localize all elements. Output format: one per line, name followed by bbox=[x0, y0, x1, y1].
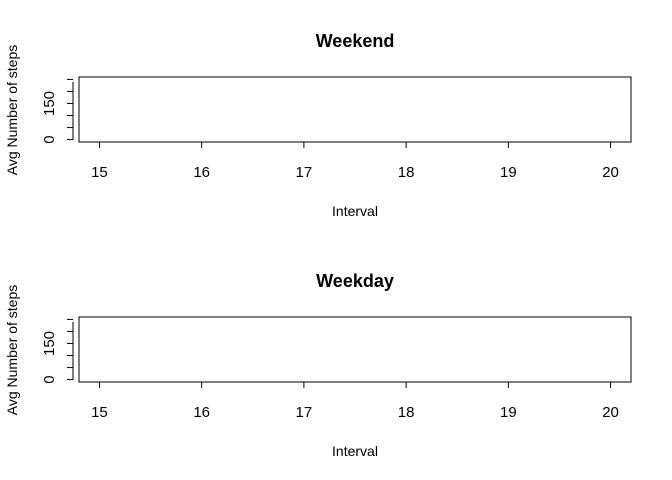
x-ticks: 15 16 17 18 19 20 bbox=[91, 142, 619, 181]
x-tick-label: 18 bbox=[398, 404, 415, 421]
y-ticks: 0 150 bbox=[41, 78, 73, 144]
y-tick-label: 0 bbox=[41, 375, 58, 383]
x-tick-label: 18 bbox=[398, 164, 415, 181]
panel-weekday: Weekday 15 16 17 18 19 20 0 150 Interval Avg N… bbox=[4, 271, 632, 459]
y-axis: 0 150 bbox=[41, 78, 74, 144]
plot-box bbox=[78, 76, 632, 143]
x-axis-label: Interval bbox=[332, 443, 378, 459]
y-tick-label: 150 bbox=[41, 331, 58, 356]
x-axis: 15 16 17 18 19 20 bbox=[91, 141, 619, 181]
x-axis: 15 16 17 18 19 20 bbox=[91, 381, 619, 421]
x-tick-label: 16 bbox=[193, 164, 210, 181]
panel-title: Weekend bbox=[316, 31, 395, 51]
x-ticks: 15 16 17 18 19 20 bbox=[91, 382, 619, 421]
x-tick-label: 15 bbox=[91, 404, 108, 421]
panel-weekend: Weekend 15 16 17 18 19 20 0 150 Interval Avg N… bbox=[4, 31, 632, 219]
y-tick-label: 0 bbox=[41, 135, 58, 143]
x-tick-label: 19 bbox=[500, 404, 517, 421]
y-ticks: 0 150 bbox=[41, 318, 73, 384]
x-tick-label: 20 bbox=[602, 404, 619, 421]
panel-title: Weekday bbox=[316, 271, 394, 291]
y-tick-label: 150 bbox=[41, 91, 58, 116]
x-tick-label: 15 bbox=[91, 164, 108, 181]
x-tick-label: 17 bbox=[296, 404, 313, 421]
x-tick-label: 17 bbox=[296, 164, 313, 181]
y-axis: 0 150 bbox=[41, 318, 74, 384]
x-tick-label: 20 bbox=[602, 164, 619, 181]
x-tick-label: 16 bbox=[193, 404, 210, 421]
x-axis-label: Interval bbox=[332, 203, 378, 219]
y-axis-label: Avg Number of steps bbox=[4, 285, 20, 415]
plot-box bbox=[78, 316, 632, 383]
y-axis-label: Avg Number of steps bbox=[4, 45, 20, 175]
x-tick-label: 19 bbox=[500, 164, 517, 181]
